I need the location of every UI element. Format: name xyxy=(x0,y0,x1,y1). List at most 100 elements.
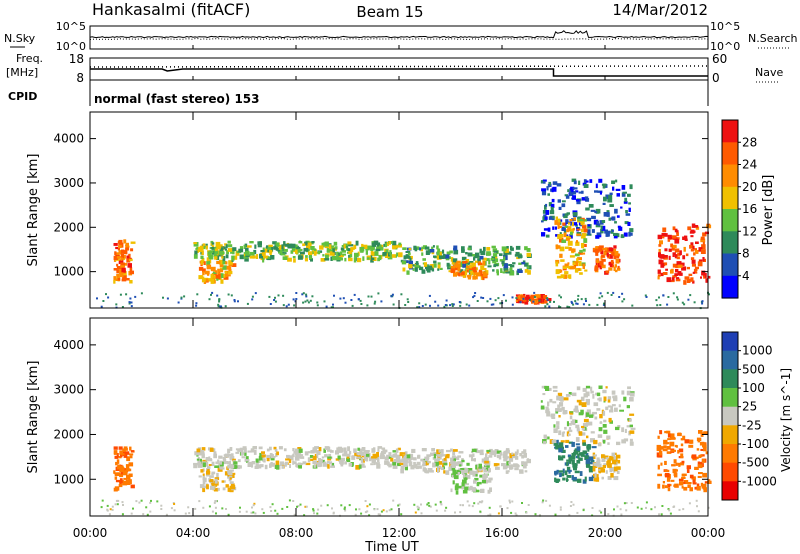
data-cell xyxy=(351,304,354,307)
data-cell xyxy=(681,266,687,271)
data-cell xyxy=(621,292,624,295)
data-cell xyxy=(557,199,561,203)
data-cell xyxy=(686,278,691,283)
data-cell xyxy=(130,512,133,515)
data-cell xyxy=(373,302,376,305)
data-cell xyxy=(689,487,693,492)
data-cell xyxy=(521,454,525,459)
data-cell xyxy=(275,460,280,466)
data-cell xyxy=(317,251,321,255)
data-cell xyxy=(515,514,518,517)
beam-title: Beam 15 xyxy=(356,3,423,21)
data-cell xyxy=(177,301,180,304)
data-cell xyxy=(253,249,257,255)
data-cell xyxy=(408,263,413,269)
data-cell xyxy=(343,507,346,510)
noise-right-label: N.Search xyxy=(748,32,798,45)
data-cell xyxy=(486,300,489,303)
data-cell xyxy=(471,448,477,453)
data-cell xyxy=(698,430,703,434)
data-cell xyxy=(576,199,581,205)
data-cell xyxy=(415,246,420,250)
data-cell xyxy=(117,247,120,251)
data-cell xyxy=(578,261,582,266)
data-cell xyxy=(568,274,572,279)
data-cell xyxy=(323,448,326,453)
data-cell xyxy=(611,251,616,256)
data-cell xyxy=(658,249,661,254)
data-cell xyxy=(616,505,619,508)
data-cell xyxy=(113,268,117,271)
data-cell xyxy=(421,252,424,256)
data-cell xyxy=(361,447,366,452)
data-cell xyxy=(388,456,392,459)
data-cell xyxy=(629,228,634,233)
data-cell xyxy=(209,447,214,452)
data-cell xyxy=(469,265,472,269)
data-cell xyxy=(437,268,440,271)
data-cell xyxy=(556,421,560,425)
data-cell xyxy=(231,472,236,475)
data-cell xyxy=(560,274,565,279)
data-cell xyxy=(113,255,119,260)
data-cell xyxy=(614,395,618,399)
data-cell xyxy=(555,245,559,248)
data-cell xyxy=(392,450,397,453)
data-cell xyxy=(556,183,562,187)
data-cell xyxy=(385,510,388,513)
data-cell xyxy=(348,462,353,467)
data-cell xyxy=(598,385,603,389)
data-cell xyxy=(602,303,605,306)
data-cell xyxy=(460,468,464,471)
data-cell xyxy=(689,294,692,297)
data-cell xyxy=(296,505,298,508)
data-cell xyxy=(437,304,440,307)
data-cell xyxy=(243,447,247,453)
data-cell xyxy=(609,409,614,413)
data-cell xyxy=(450,457,453,462)
data-cell xyxy=(575,424,580,429)
data-cell xyxy=(645,296,648,298)
data-cell xyxy=(380,244,384,249)
data-cell xyxy=(219,305,222,308)
data-cell xyxy=(608,195,612,199)
data-cell xyxy=(465,303,468,306)
data-cell xyxy=(404,451,408,457)
data-cell xyxy=(683,480,689,485)
data-cell xyxy=(424,469,427,474)
data-cell xyxy=(106,504,109,507)
data-cell xyxy=(591,215,596,219)
data-cell xyxy=(661,235,665,239)
data-cell xyxy=(267,256,271,259)
data-cell xyxy=(543,295,548,298)
data-cell xyxy=(129,267,133,272)
data-cell xyxy=(113,450,118,455)
data-cell xyxy=(223,274,226,278)
data-cell xyxy=(321,242,325,248)
data-cell xyxy=(492,253,498,257)
data-cell xyxy=(629,397,634,402)
data-cell xyxy=(446,262,450,267)
data-cell xyxy=(343,448,347,454)
data-cell xyxy=(700,448,704,451)
data-cell xyxy=(130,450,135,453)
data-cell xyxy=(672,263,677,268)
cpid-panel: CPID normal (fast stereo) 153 xyxy=(8,79,709,106)
data-cell xyxy=(504,465,509,468)
data-cell xyxy=(427,502,430,504)
data-cell xyxy=(293,244,298,249)
data-cell xyxy=(623,502,626,505)
data-cell xyxy=(364,457,368,461)
data-cell xyxy=(302,243,306,247)
data-cell xyxy=(688,482,692,485)
data-cell xyxy=(193,242,197,245)
data-cell xyxy=(120,249,125,254)
data-cell xyxy=(226,461,230,465)
data-cell xyxy=(524,300,529,305)
data-cell xyxy=(581,228,584,233)
colorbar-tick-label: 28 xyxy=(742,135,757,149)
data-cell xyxy=(619,409,624,412)
data-cell xyxy=(625,509,628,512)
data-cell xyxy=(370,251,376,257)
